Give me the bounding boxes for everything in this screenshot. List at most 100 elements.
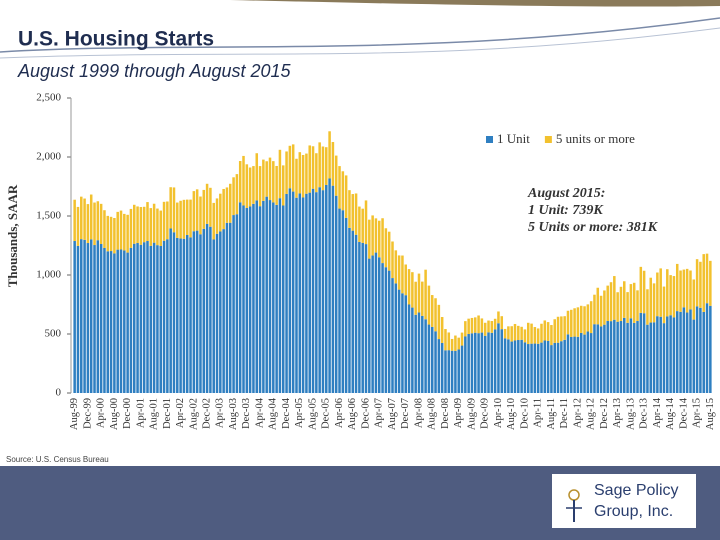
bar-segment bbox=[467, 334, 470, 393]
bar-segment bbox=[272, 161, 275, 203]
bar-segment bbox=[470, 333, 474, 393]
legend-swatch bbox=[486, 136, 493, 143]
bar-segment bbox=[209, 226, 212, 393]
bar-segment bbox=[573, 308, 576, 337]
bar-segment bbox=[328, 131, 331, 179]
bar-segment bbox=[245, 164, 249, 208]
bar-segment bbox=[238, 161, 242, 203]
bar-segment bbox=[172, 187, 176, 233]
bar-segment bbox=[185, 199, 189, 235]
x-tick-label: Apr-14 bbox=[652, 397, 663, 428]
bar-segment bbox=[334, 155, 338, 196]
bar-segment bbox=[348, 227, 351, 393]
bar-segment bbox=[185, 234, 189, 393]
x-tick-label: Dec-08 bbox=[440, 398, 451, 429]
x-tick-label: Dec-05 bbox=[321, 398, 332, 429]
bar-segment bbox=[136, 243, 139, 393]
bar-segment bbox=[411, 307, 414, 393]
bar-segment bbox=[364, 244, 368, 393]
bar-segment bbox=[129, 247, 133, 393]
bar-segment bbox=[305, 193, 308, 393]
bar-segment bbox=[649, 277, 653, 323]
bar-segment bbox=[536, 343, 540, 393]
bar-segment bbox=[560, 341, 563, 393]
bar-segment bbox=[93, 245, 96, 393]
bar-segment bbox=[474, 317, 477, 333]
bar-segment bbox=[159, 245, 162, 393]
bar-segment bbox=[497, 323, 500, 393]
bar-segment bbox=[275, 165, 278, 205]
bar-segment bbox=[526, 344, 530, 393]
bar-segment bbox=[384, 228, 388, 268]
bar-segment bbox=[285, 151, 288, 194]
bar-segment bbox=[166, 201, 169, 240]
bar-segment bbox=[513, 323, 517, 341]
bar-segment bbox=[255, 200, 259, 393]
bar-segment bbox=[623, 281, 626, 318]
chart-subtitle: August 1999 through August 2015 bbox=[17, 61, 292, 81]
bar-segment bbox=[490, 332, 494, 393]
bar-segment bbox=[132, 204, 136, 244]
x-tick-label: Dec-14 bbox=[678, 397, 689, 429]
bar-segment bbox=[301, 154, 305, 198]
bar-segment bbox=[639, 312, 643, 393]
bar-segment bbox=[477, 333, 480, 393]
bar-segment bbox=[238, 202, 242, 393]
bar-segment bbox=[149, 208, 153, 246]
x-tick-label: Aug-15 bbox=[705, 398, 716, 430]
bar-segment bbox=[709, 260, 712, 306]
x-tick-label: Apr-05 bbox=[294, 398, 305, 428]
bar-segment bbox=[80, 196, 83, 240]
bar-segment bbox=[205, 183, 209, 224]
bar-segment bbox=[656, 316, 659, 393]
bar-segment bbox=[689, 270, 692, 310]
bar-segment bbox=[550, 325, 553, 346]
bar-segment bbox=[381, 218, 384, 264]
bar-segment bbox=[424, 319, 427, 393]
bar-segment bbox=[444, 329, 447, 351]
bar-segment bbox=[371, 215, 374, 256]
bar-segment bbox=[377, 220, 381, 258]
bar-segment bbox=[76, 245, 80, 393]
bar-segment bbox=[291, 191, 295, 393]
bar-segment bbox=[242, 205, 245, 393]
bar-segment bbox=[523, 329, 527, 343]
x-tick-label: Dec-00 bbox=[122, 398, 133, 429]
bar-segment bbox=[156, 245, 159, 393]
bar-segment bbox=[113, 218, 116, 254]
bar-segment bbox=[606, 285, 609, 322]
bar-segment bbox=[517, 340, 520, 393]
x-tick-label: Aug-00 bbox=[109, 398, 120, 430]
bar-segment bbox=[695, 259, 699, 307]
bar-segment bbox=[103, 247, 106, 393]
bar-segment bbox=[563, 339, 566, 393]
x-tick-label: Aug-01 bbox=[149, 398, 160, 430]
bar-segment bbox=[629, 318, 633, 393]
bar-segment bbox=[553, 319, 556, 343]
x-tick-label: Aug-13 bbox=[625, 398, 636, 430]
bar-segment bbox=[434, 298, 437, 332]
bar-segment bbox=[695, 306, 699, 393]
bar-segment bbox=[493, 318, 497, 330]
bar-segment bbox=[483, 322, 487, 336]
bar-segment bbox=[699, 261, 702, 308]
bar-segment bbox=[126, 252, 129, 393]
bar-segment bbox=[374, 252, 378, 393]
bar-segment bbox=[560, 316, 563, 342]
bar-segment bbox=[252, 203, 255, 393]
y-tick-label: 500 bbox=[45, 328, 62, 340]
bar-segment bbox=[152, 203, 156, 243]
bar-segment bbox=[632, 322, 636, 393]
bar-segment bbox=[96, 240, 100, 393]
bar-segment bbox=[156, 208, 159, 246]
bar-segment bbox=[546, 322, 550, 341]
bar-segment bbox=[219, 231, 222, 393]
bar-segment bbox=[318, 142, 321, 188]
bar-segment bbox=[86, 204, 90, 244]
bar-segment bbox=[212, 202, 215, 240]
bar-segment bbox=[672, 317, 676, 393]
bar-segment bbox=[513, 340, 517, 393]
bar-segment bbox=[447, 350, 451, 393]
bar-segment bbox=[222, 229, 225, 393]
bar-segment bbox=[500, 316, 504, 330]
